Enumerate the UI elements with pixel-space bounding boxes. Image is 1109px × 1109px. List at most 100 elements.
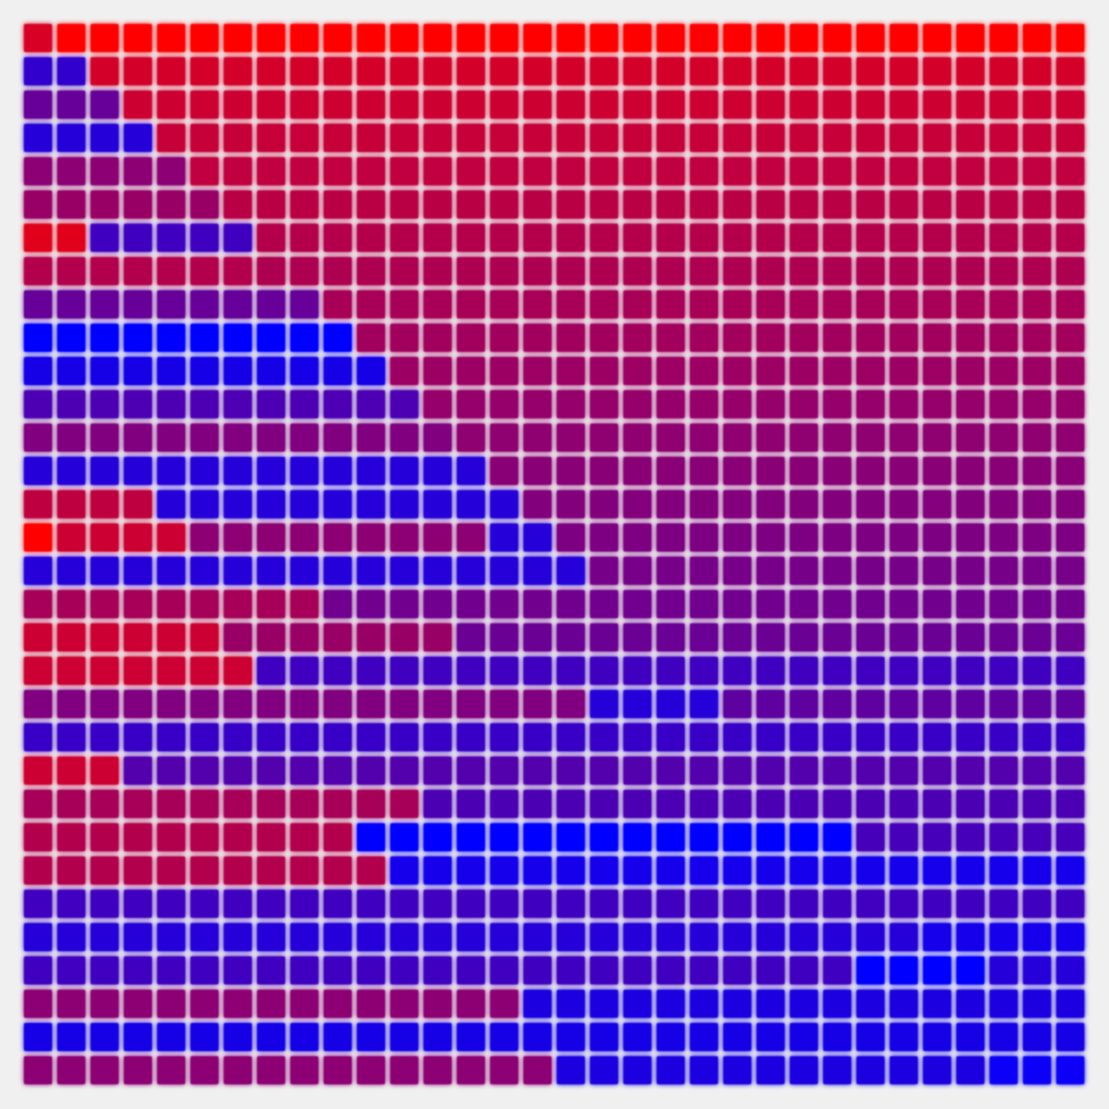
cell <box>357 989 385 1018</box>
cell <box>656 190 685 219</box>
cell <box>690 123 718 152</box>
cell <box>556 357 585 385</box>
cell <box>789 789 818 818</box>
cell <box>623 756 652 785</box>
cell <box>923 789 952 818</box>
cell <box>523 956 552 985</box>
cell <box>423 656 452 685</box>
cell <box>823 690 852 718</box>
cell <box>723 623 752 652</box>
cell <box>390 556 419 585</box>
cell <box>123 956 152 985</box>
cell <box>523 456 552 485</box>
cell <box>823 423 852 452</box>
cell <box>190 223 219 252</box>
cell <box>756 723 785 752</box>
cell <box>889 357 918 385</box>
cell <box>823 856 852 885</box>
cell <box>423 1056 452 1085</box>
cell <box>989 556 1018 585</box>
cell <box>90 623 119 652</box>
cell <box>223 190 252 219</box>
cell <box>556 690 585 718</box>
cell <box>690 190 718 219</box>
cell <box>723 989 752 1018</box>
cell <box>623 123 652 152</box>
cell <box>57 57 86 86</box>
cell <box>323 123 352 152</box>
cell <box>723 1056 752 1085</box>
cell <box>789 1023 818 1051</box>
cell <box>823 989 852 1018</box>
cell <box>423 357 452 385</box>
cell <box>123 889 152 918</box>
cell <box>57 456 86 485</box>
cell <box>290 789 319 818</box>
cell <box>223 590 252 619</box>
cell <box>923 490 952 519</box>
cell <box>756 1056 785 1085</box>
cell <box>157 556 186 585</box>
cell <box>456 723 485 752</box>
cell <box>956 789 985 818</box>
cell <box>956 290 985 319</box>
cell <box>889 223 918 252</box>
cell <box>923 257 952 286</box>
cell <box>856 789 885 818</box>
cell <box>756 856 785 885</box>
cell <box>90 456 119 485</box>
cell <box>889 723 918 752</box>
cell <box>590 590 619 619</box>
cell <box>623 223 652 252</box>
cell <box>357 656 385 685</box>
cell <box>523 157 552 186</box>
cell <box>823 157 852 186</box>
cell <box>456 690 485 718</box>
cell <box>357 24 385 52</box>
cell <box>1023 90 1051 119</box>
cell <box>257 357 286 385</box>
cell <box>989 1023 1018 1051</box>
cell <box>490 390 519 419</box>
cell <box>989 756 1018 785</box>
cell <box>57 823 86 852</box>
cell <box>190 423 219 452</box>
cell <box>823 390 852 419</box>
cell <box>789 656 818 685</box>
cell <box>856 223 885 252</box>
cell <box>989 290 1018 319</box>
cell <box>423 723 452 752</box>
cell <box>723 590 752 619</box>
cell <box>789 423 818 452</box>
cell <box>889 323 918 352</box>
cell <box>723 923 752 952</box>
cell <box>357 856 385 885</box>
cell <box>223 257 252 286</box>
cell <box>956 390 985 419</box>
cell <box>357 1056 385 1085</box>
cell <box>889 690 918 718</box>
cell <box>789 123 818 152</box>
cell <box>690 1023 718 1051</box>
cell <box>889 756 918 785</box>
cell <box>623 257 652 286</box>
cell <box>556 24 585 52</box>
cell <box>556 723 585 752</box>
cell <box>90 423 119 452</box>
cell <box>290 123 319 152</box>
cell <box>756 323 785 352</box>
cell <box>190 57 219 86</box>
cell <box>1023 956 1051 985</box>
cell <box>223 623 252 652</box>
cell <box>157 823 186 852</box>
cell <box>656 157 685 186</box>
cell <box>1056 623 1085 652</box>
cell <box>390 24 419 52</box>
cell <box>57 490 86 519</box>
cell <box>789 490 818 519</box>
cell <box>57 223 86 252</box>
cell <box>789 989 818 1018</box>
cell <box>24 157 52 186</box>
cell <box>1023 690 1051 718</box>
cell <box>889 656 918 685</box>
